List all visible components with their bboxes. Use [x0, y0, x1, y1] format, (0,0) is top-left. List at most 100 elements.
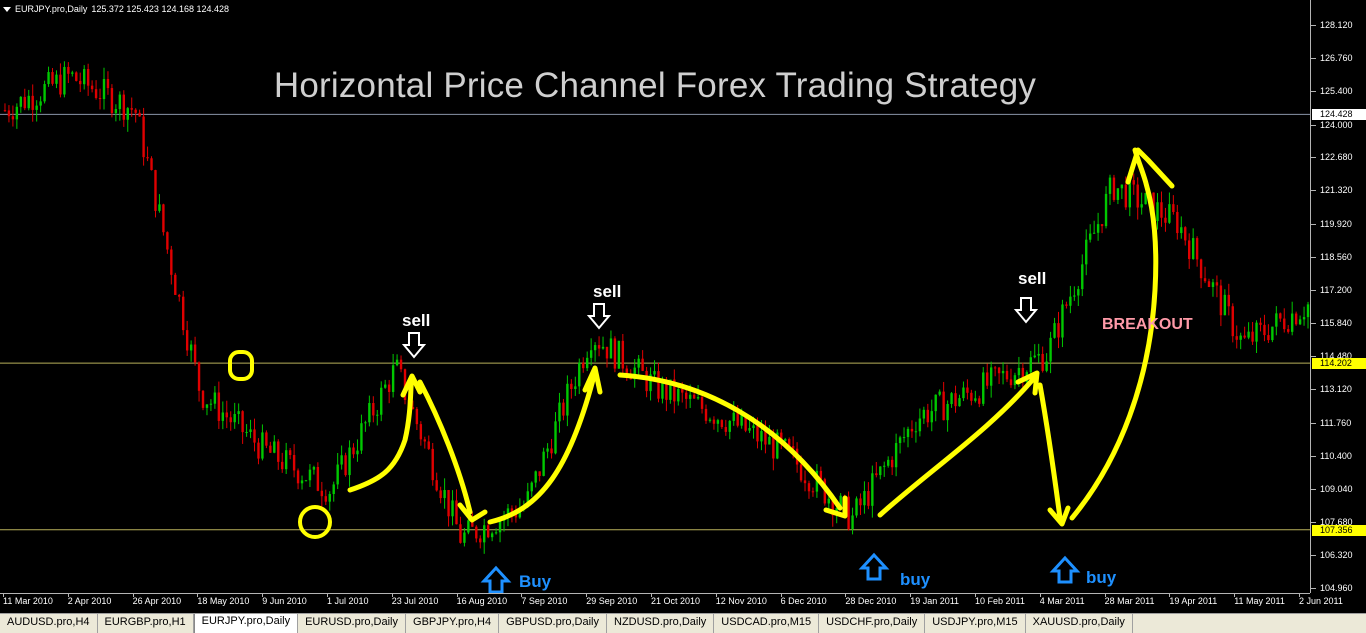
price-tick-label: 125.400 [1320, 85, 1353, 96]
candle [1144, 192, 1147, 205]
candle [677, 386, 680, 406]
time-tick-mark [197, 594, 199, 597]
candle [31, 84, 34, 122]
buy-label-2: buy [900, 570, 931, 589]
price-tick-label: 106.320 [1320, 549, 1353, 560]
tab-usdchf[interactable]: USDCHF.pro,Daily [819, 614, 926, 633]
breakout-label: BREAKOUT [1102, 316, 1193, 333]
price-tick-mark [1311, 156, 1316, 158]
candle [1306, 301, 1310, 329]
candle [597, 336, 601, 357]
candle [1061, 299, 1064, 348]
candle [19, 95, 23, 113]
candle [483, 518, 486, 554]
candle [273, 435, 276, 454]
symbol-label: EURJPY.pro,Daily [15, 4, 88, 14]
candle [162, 203, 165, 236]
candle [193, 336, 197, 366]
tab-usdcad[interactable]: USDCAD.pro,M15 [714, 614, 820, 633]
sell-label-3: sell [1018, 269, 1047, 288]
candle [431, 442, 434, 486]
candle [300, 475, 304, 490]
price-tick-mark [1311, 323, 1316, 325]
candle [914, 421, 918, 443]
time-tick-mark [327, 594, 328, 597]
tab-gbpusd[interactable]: GBPUSD.pro,Daily [499, 614, 607, 633]
price-axis[interactable]: 128.120 126.760 125.400 124.000 122.680 121.3… [1311, 0, 1366, 593]
candle [411, 400, 415, 410]
candle [1275, 306, 1278, 336]
candle [170, 245, 173, 285]
resistance-price-marker: 114.202 [1312, 358, 1366, 370]
candle [138, 109, 141, 117]
candle [304, 479, 308, 482]
candle [1184, 226, 1187, 246]
candle [1065, 301, 1068, 309]
time-tick-label: 11 May 2011 [1234, 596, 1285, 606]
tab-xauusd[interactable]: XAUUSD.pro,Daily [1026, 614, 1133, 633]
price-tick-mark [1311, 356, 1316, 358]
candle [118, 91, 122, 121]
price-chart[interactable] [0, 0, 1310, 593]
candle [1195, 236, 1199, 267]
candle [51, 68, 54, 86]
candle [114, 104, 118, 122]
candle [1120, 184, 1124, 200]
time-tick-label: 2 Apr 2010 [67, 596, 112, 606]
tab-audusd[interactable]: AUDUSD.pro,H4 [0, 614, 98, 633]
price-tick-mark [1311, 57, 1316, 59]
candle [720, 419, 724, 430]
tab-eurjpy[interactable]: EURJPY.pro,Daily [193, 614, 299, 633]
time-axis[interactable]: 11 Mar 2010 2 Apr 2010 26 Apr 2010 18 May 2… [0, 593, 1343, 614]
candle [1279, 312, 1282, 322]
candle [1298, 315, 1302, 326]
tab-nzdusd[interactable]: NZDUSD.pro,Daily [607, 614, 715, 633]
candle [1239, 332, 1242, 350]
tab-eurusd[interactable]: EURUSD.pro,Daily [298, 614, 407, 633]
tab-gbpjpy[interactable]: GBPJPY.pro,H4 [406, 614, 500, 633]
time-tick-label: 7 Sep 2010 [521, 596, 568, 606]
price-tick-mark [1311, 90, 1316, 92]
chart-area[interactable]: EURJPY.pro,Daily 125.372 125.423 124.168… [0, 0, 1311, 593]
candle [954, 385, 957, 413]
candle [645, 366, 648, 398]
candle [938, 389, 941, 397]
candle [27, 89, 30, 111]
candle [372, 396, 375, 423]
candle [98, 88, 102, 110]
price-tick-label: 121.320 [1320, 184, 1353, 195]
candle [922, 406, 926, 424]
candle [502, 510, 506, 532]
candle [1203, 266, 1207, 284]
candle [94, 80, 98, 100]
candle [776, 429, 779, 460]
price-tick-label: 128.120 [1320, 19, 1353, 30]
dropdown-arrow-icon[interactable] [3, 6, 11, 12]
price-tick-mark [1311, 554, 1316, 556]
candle [142, 107, 145, 166]
time-tick-mark [975, 594, 976, 597]
time-tick-mark [1169, 594, 1171, 597]
candle [387, 379, 391, 404]
candle [296, 468, 300, 490]
price-tick-mark [1311, 290, 1316, 292]
candle [427, 435, 430, 451]
tab-usdjpy[interactable]: USDJPY.pro,M15 [925, 614, 1026, 633]
candle [748, 420, 751, 434]
trend-arrow-1 [347, 373, 423, 493]
candle [1112, 174, 1116, 202]
candle [827, 495, 830, 511]
time-tick-label: 10 Feb 2011 [975, 596, 1025, 606]
candle [1088, 224, 1092, 243]
candle [284, 442, 288, 474]
candle [213, 386, 217, 409]
candle [197, 361, 201, 402]
candle [35, 100, 38, 122]
price-tick-mark [1311, 521, 1316, 523]
candle [1009, 368, 1013, 388]
tab-eurgbp[interactable]: EURGBP.pro,H1 [98, 614, 194, 633]
candle [241, 410, 244, 444]
candle [348, 440, 351, 487]
sell-arrow-icon-3 [1013, 297, 1039, 324]
